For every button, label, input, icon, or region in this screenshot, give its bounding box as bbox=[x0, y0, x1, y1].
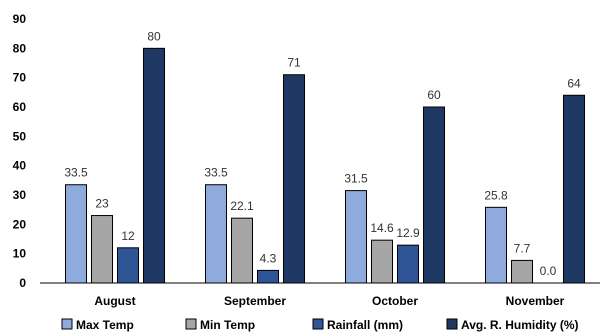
legend-label: Min Temp bbox=[200, 318, 255, 332]
legend-swatch bbox=[61, 318, 73, 330]
data-label: 23 bbox=[95, 197, 109, 211]
data-label: 71 bbox=[287, 56, 301, 70]
bar bbox=[423, 106, 445, 284]
data-label: 25.8 bbox=[484, 188, 508, 202]
legend-swatch bbox=[446, 318, 458, 330]
data-label: 33.5 bbox=[64, 166, 88, 180]
legend: Max Temp Min Temp Rainfall (mm) Avg. R. Hum… bbox=[61, 318, 579, 332]
data-label: 4.3 bbox=[260, 251, 277, 265]
data-label: 12 bbox=[121, 229, 135, 243]
category-label: August bbox=[94, 294, 135, 308]
y-tick-label: 20 bbox=[13, 217, 27, 231]
data-label: 14.6 bbox=[370, 221, 394, 235]
data-label: 64 bbox=[567, 76, 581, 90]
y-tick-label: 70 bbox=[13, 71, 27, 85]
y-tick-label: 80 bbox=[13, 41, 27, 55]
bar bbox=[117, 247, 139, 284]
category-label: November bbox=[506, 294, 565, 308]
y-tick-label: 40 bbox=[13, 159, 27, 173]
legend-label: Max Temp bbox=[76, 318, 134, 332]
category-labels: August September October November bbox=[94, 294, 564, 308]
legend-swatch bbox=[312, 318, 324, 330]
y-tick-label: 90 bbox=[13, 12, 27, 26]
legend-swatch bbox=[185, 318, 197, 330]
data-label: 33.5 bbox=[204, 166, 228, 180]
bar bbox=[485, 206, 507, 284]
y-tick-label: 50 bbox=[13, 129, 27, 143]
bars bbox=[65, 47, 585, 284]
bar bbox=[257, 269, 279, 284]
data-labels: 33.5 23 12 80 33.5 22.1 4.3 71 31.5 14.6 12.9 60 25.… bbox=[64, 29, 581, 278]
category-label: October bbox=[372, 294, 418, 308]
bar bbox=[91, 215, 113, 284]
data-label: 60 bbox=[427, 88, 441, 102]
bar bbox=[65, 184, 87, 284]
bar bbox=[143, 47, 165, 284]
bar bbox=[371, 239, 393, 284]
data-label: 7.7 bbox=[514, 241, 531, 255]
bar bbox=[231, 217, 253, 284]
bar bbox=[397, 244, 419, 284]
data-label: 22.1 bbox=[230, 199, 254, 213]
bar bbox=[345, 190, 367, 284]
data-label: 80 bbox=[147, 29, 161, 43]
y-tick-label: 60 bbox=[13, 100, 27, 114]
bar bbox=[283, 74, 305, 284]
y-tick-label: 0 bbox=[19, 276, 26, 290]
data-label: 0.0 bbox=[540, 264, 557, 278]
bar bbox=[205, 184, 227, 284]
y-axis-ticks: 0 10 20 30 40 50 60 70 80 90 bbox=[13, 12, 27, 290]
y-tick-label: 30 bbox=[13, 188, 27, 202]
bar bbox=[563, 94, 585, 284]
data-label: 31.5 bbox=[344, 172, 368, 186]
legend-label: Rainfall (mm) bbox=[327, 318, 403, 332]
legend-label: Avg. R. Humidity (%) bbox=[461, 318, 579, 332]
category-label: September bbox=[224, 294, 286, 308]
bar bbox=[511, 259, 533, 284]
data-label: 12.9 bbox=[396, 226, 420, 240]
y-tick-label: 10 bbox=[13, 247, 27, 261]
